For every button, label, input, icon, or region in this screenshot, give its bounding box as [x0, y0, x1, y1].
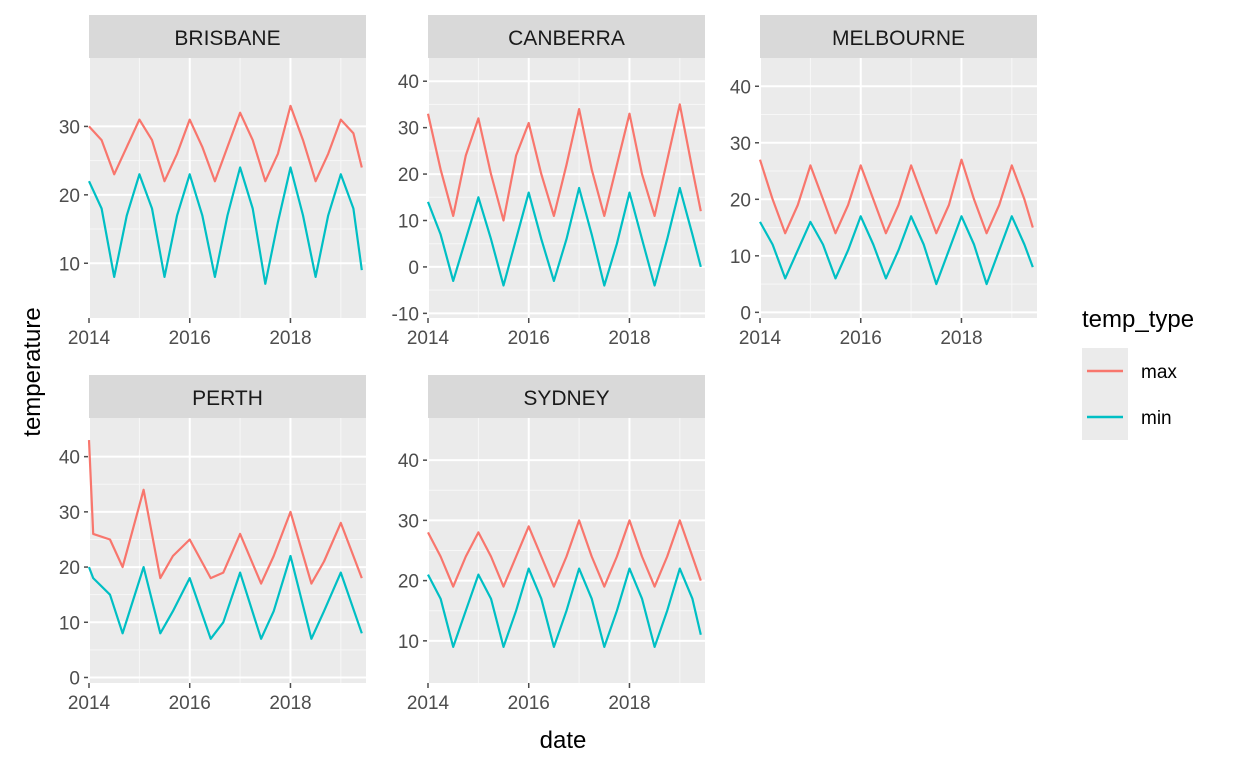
panel-canberra-background — [428, 58, 705, 318]
panel-sydney-series-max — [427, 519, 702, 588]
x-axis-title: date — [540, 727, 587, 754]
panel-melbourne-strip — [760, 15, 1037, 58]
panel-canberra-strip-label: CANBERRA — [508, 27, 625, 50]
facet-panels: BRISBANE 10 20 30 2014 2016 2018 CANBERRA -10 0 10… — [59, 15, 1037, 714]
panel-canberra-tick-label-y: 10 — [398, 212, 419, 233]
panel-sydney-tick-label-x: 2014 — [407, 693, 450, 714]
panel-sydney-tick-label-x: 2016 — [508, 693, 550, 714]
panel-sydney-series-min — [427, 567, 702, 649]
panel-brisbane-tick-label-x: 2016 — [169, 328, 211, 349]
panel-sydney-tick-label-x: 2018 — [608, 693, 650, 714]
panel-perth-tick-label-x: 2014 — [68, 693, 111, 714]
panel-perth-tick-label-x: 2018 — [269, 693, 311, 714]
panel-perth-tick-label-y: 40 — [59, 448, 80, 469]
panel-sydney-tick-label-y: 40 — [398, 451, 419, 472]
panel-melbourne-tick-label-x: 2016 — [840, 328, 882, 349]
panel-perth-tick-label-y: 10 — [59, 613, 80, 634]
panel-perth-tick-label-y: 30 — [59, 503, 80, 524]
legend-label-max: max — [1141, 362, 1177, 383]
panel-melbourne-strip-label: MELBOURNE — [832, 27, 965, 50]
legend-label-min: min — [1141, 408, 1172, 429]
panel-brisbane-tick-label-x: 2014 — [68, 328, 111, 349]
panel-sydney-tick-label-y: 10 — [398, 632, 419, 653]
panel-perth-tick-label-x: 2016 — [169, 693, 211, 714]
panel-perth-series-max — [87, 440, 363, 585]
panel-melbourne-series-max — [758, 158, 1034, 235]
panel-perth-background — [89, 418, 366, 683]
panel-melbourne-tick-label-y: 10 — [730, 247, 751, 268]
panel-brisbane-strip — [89, 15, 366, 58]
panel-canberra-tick-label-x: 2014 — [407, 328, 450, 349]
panel-perth-series-min — [87, 554, 363, 640]
panel-melbourne-background — [760, 58, 1037, 318]
panel-perth-strip-label: PERTH — [192, 387, 263, 410]
legend-title: temp_type — [1082, 306, 1194, 333]
panel-melbourne-series-min — [759, 215, 1034, 286]
panel-canberra-strip — [428, 15, 705, 58]
panel-sydney-tick-label-y: 30 — [398, 511, 419, 532]
panel-brisbane-tick-label-x: 2018 — [269, 328, 311, 349]
panel-canberra: CANBERRA -10 0 10 20 30 40 2014 2016 2018 — [392, 15, 705, 349]
panel-canberra-tick-label-y: 30 — [398, 119, 419, 140]
panel-brisbane-tick-label-y: 10 — [59, 254, 80, 275]
panel-brisbane-tick-label-y: 30 — [59, 117, 80, 138]
panel-canberra-tick-label-y: -10 — [392, 304, 419, 325]
panel-sydney-strip — [428, 375, 705, 418]
panel-sydney: SYDNEY 10 20 30 40 2014 2016 2018 — [398, 375, 705, 714]
panel-melbourne-tick-label-x: 2018 — [940, 328, 982, 349]
panel-canberra-tick-label-y: 20 — [398, 165, 419, 186]
panel-melbourne: MELBOURNE 0 10 20 30 40 2014 2016 2018 — [730, 15, 1037, 349]
legend: temp_type max min — [1082, 306, 1194, 440]
panel-melbourne-tick-label-y: 40 — [730, 77, 751, 98]
panel-melbourne-tick-label-y: 30 — [730, 134, 751, 155]
panel-brisbane-tick-label-y: 20 — [59, 186, 80, 207]
y-axis-title: temperature — [19, 307, 46, 436]
panel-canberra-tick-label-y: 40 — [398, 72, 419, 93]
panel-canberra-tick-label-y: 0 — [408, 258, 419, 279]
panel-melbourne-tick-label-y: 20 — [730, 190, 751, 211]
panel-brisbane-series-min — [88, 166, 363, 285]
panel-perth-tick-label-y: 20 — [59, 558, 80, 579]
panel-brisbane-strip-label: BRISBANE — [174, 27, 280, 50]
panel-brisbane: BRISBANE 10 20 30 2014 2016 2018 — [59, 15, 366, 349]
panel-brisbane-series-max — [88, 104, 363, 183]
panel-sydney-tick-label-y: 20 — [398, 572, 419, 593]
panel-perth-strip — [89, 375, 366, 418]
panel-canberra-tick-label-x: 2016 — [508, 328, 550, 349]
panel-perth: PERTH 0 10 20 30 40 2014 2016 2018 — [59, 375, 366, 714]
panel-canberra-series-max — [426, 103, 702, 222]
panel-canberra-tick-label-x: 2018 — [608, 328, 650, 349]
panel-sydney-strip-label: SYDNEY — [523, 387, 609, 410]
panel-brisbane-background — [89, 58, 366, 318]
panel-melbourne-tick-label-y: 0 — [740, 303, 751, 324]
panel-perth-tick-label-y: 0 — [69, 668, 80, 689]
panel-canberra-series-min — [426, 186, 702, 287]
panel-melbourne-tick-label-x: 2014 — [739, 328, 782, 349]
